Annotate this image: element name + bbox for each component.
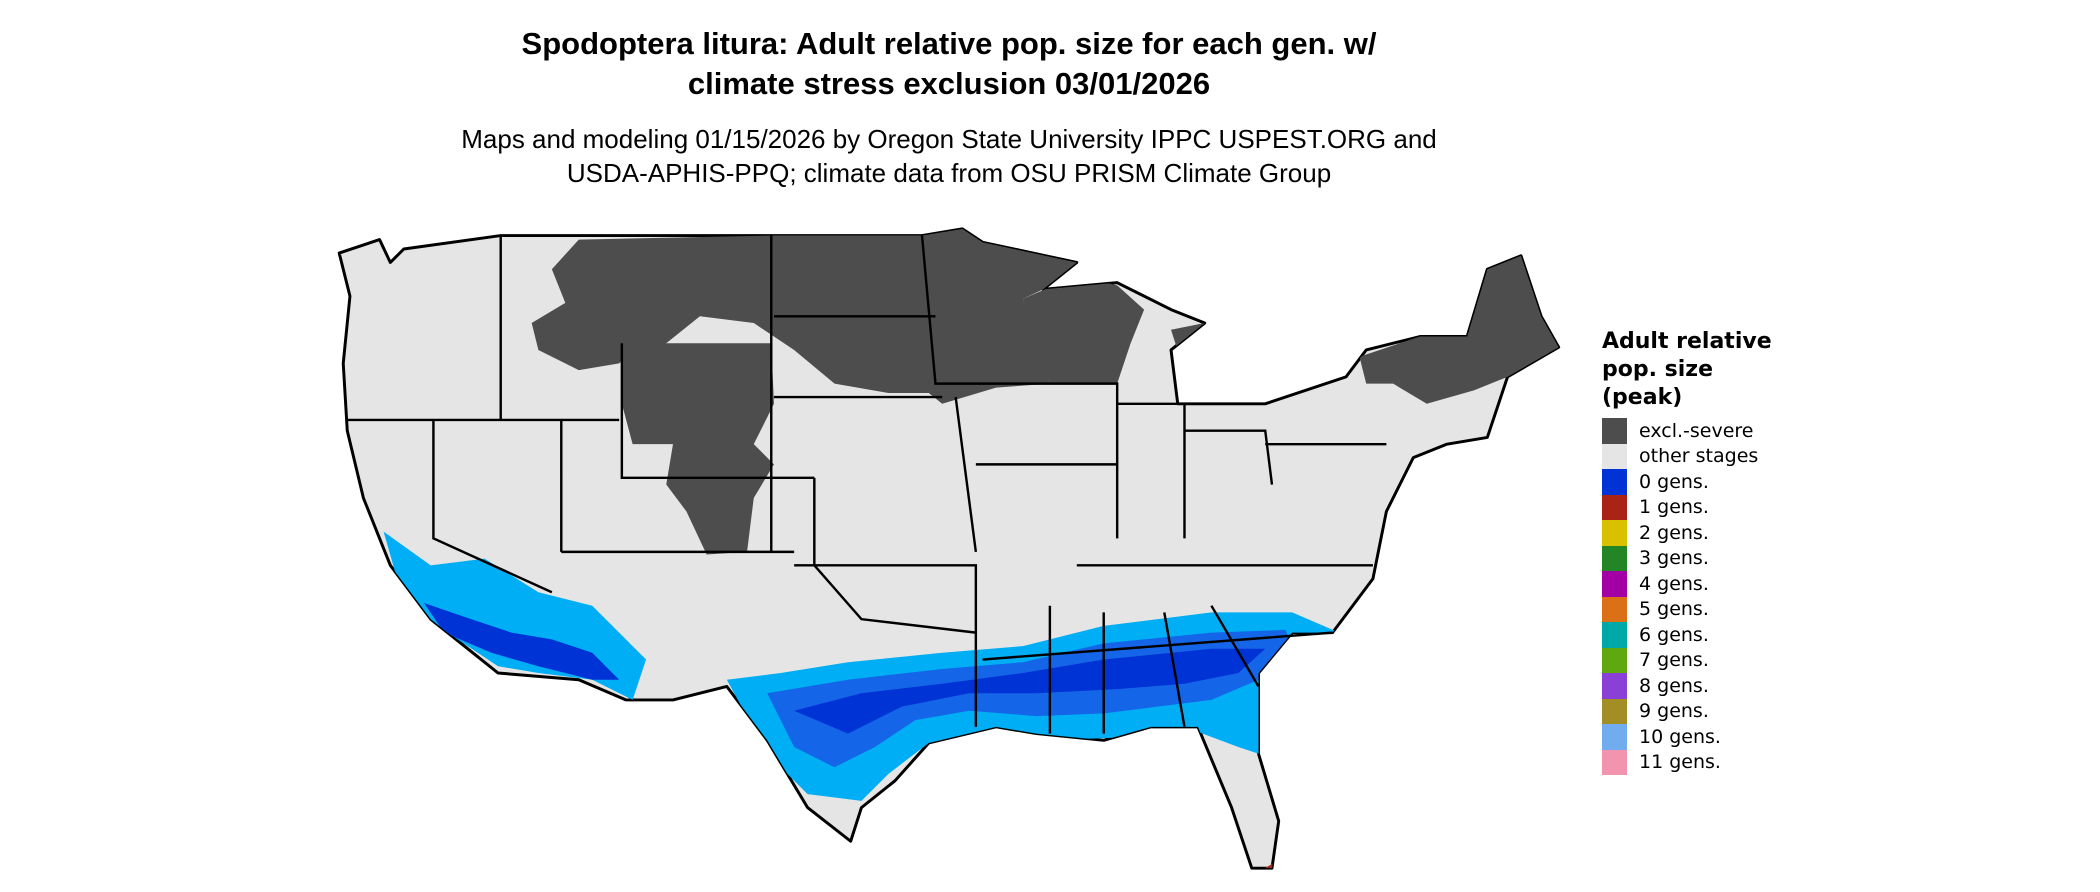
legend-swatch [1602, 596, 1627, 622]
legend-swatch [1602, 494, 1627, 520]
legend-swatch [1602, 647, 1627, 673]
legend-title-line: Adult relative [1602, 329, 1772, 354]
legend-item: 11 gens. [1602, 749, 1772, 775]
legend-label: 10 gens. [1639, 725, 1721, 748]
legend-swatch [1602, 749, 1627, 775]
legend-items: excl.-severe other stages 0 gens. 1 gens. 2 … [1602, 418, 1772, 775]
legend-label: 7 gens. [1639, 649, 1709, 672]
legend-item: 1 gens. [1602, 494, 1772, 520]
zone-dark-blue-southwest [423, 603, 620, 680]
legend-swatch [1602, 520, 1627, 546]
legend-label: 8 gens. [1639, 674, 1709, 697]
legend-title-line: (peak) [1602, 385, 1683, 410]
legend-label: 9 gens. [1639, 700, 1709, 723]
subtitle-line-1: Maps and modeling 01/15/2026 by Oregon S… [461, 124, 1437, 154]
legend-label: excl.-severe [1639, 419, 1754, 442]
state-borders [347, 235, 1387, 734]
legend-item: 6 gens. [1602, 622, 1772, 648]
legend-label: 0 gens. [1639, 470, 1709, 493]
legend-swatch [1602, 698, 1627, 724]
legend-item: 7 gens. [1602, 647, 1772, 673]
legend-item: other stages [1602, 443, 1772, 469]
legend-label: 1 gens. [1639, 496, 1709, 519]
legend-item: 2 gens. [1602, 520, 1772, 546]
legend-swatch [1602, 418, 1627, 444]
legend-item: 0 gens. [1602, 469, 1772, 495]
legend-swatch [1602, 545, 1627, 571]
legend-title: Adult relative pop. size (peak) [1602, 328, 1772, 412]
legend-label: 3 gens. [1639, 547, 1709, 570]
legend-swatch [1602, 622, 1627, 648]
legend-label: 4 gens. [1639, 572, 1709, 595]
legend-item: 5 gens. [1602, 596, 1772, 622]
title-line-2: climate stress exclusion 03/01/2026 [687, 66, 1211, 101]
legend-label: 5 gens. [1639, 598, 1709, 621]
title-line-1: Spodoptera litura: Adult relative pop. s… [521, 26, 1377, 61]
legend-swatch [1602, 469, 1627, 495]
legend-item: 8 gens. [1602, 673, 1772, 699]
map-subtitle: Maps and modeling 01/15/2026 by Oregon S… [0, 122, 1898, 190]
legend-label: 6 gens. [1639, 623, 1709, 646]
legend-item: 4 gens. [1602, 571, 1772, 597]
legend-swatch [1602, 443, 1627, 469]
map-title: Spodoptera litura: Adult relative pop. s… [0, 24, 1898, 104]
legend-item: 3 gens. [1602, 545, 1772, 571]
excluded-region-michigan [1171, 323, 1205, 364]
legend: Adult relative pop. size (peak) excl.-se… [1602, 328, 1772, 775]
excluded-region-rockies [621, 343, 774, 555]
legend-item: 9 gens. [1602, 698, 1772, 724]
legend-swatch [1602, 724, 1627, 750]
legend-label: 11 gens. [1639, 751, 1721, 774]
excluded-region-great-lakes [1022, 275, 1145, 384]
legend-label: other stages [1639, 445, 1759, 468]
legend-item: 10 gens. [1602, 724, 1772, 750]
subtitle-line-2: USDA-APHIS-PPQ; climate data from OSU PR… [566, 158, 1332, 188]
zone-dark-blue-south [794, 648, 1266, 734]
legend-swatch [1602, 571, 1627, 597]
excluded-region-northeast [1359, 255, 1559, 404]
legend-label: 2 gens. [1639, 521, 1709, 544]
legend-swatch [1602, 673, 1627, 699]
legend-item: excl.-severe [1602, 418, 1772, 444]
legend-title-line: pop. size [1602, 357, 1713, 382]
